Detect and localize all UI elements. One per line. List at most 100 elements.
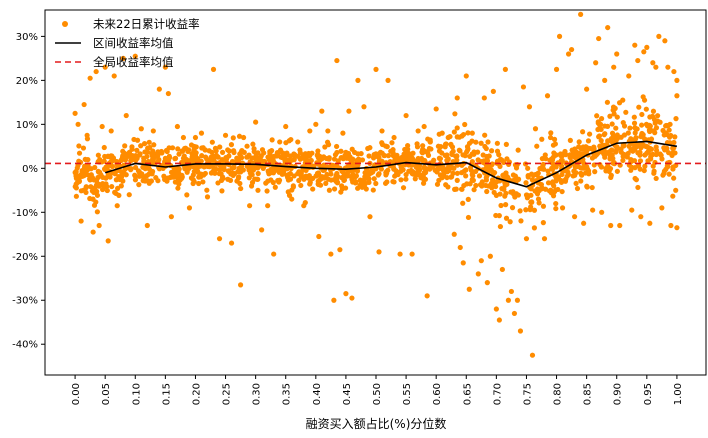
scatter-point [605,24,611,31]
scatter-point [631,114,637,120]
scatter-point [539,185,545,191]
scatter-point [265,203,271,209]
scatter-point [628,167,634,173]
scatter-point [175,185,181,191]
scatter-point [374,153,380,159]
scatter-point [607,113,613,119]
scatter-point [363,174,369,180]
scatter-point [202,147,208,153]
scatter-point [398,164,404,170]
scatter-point [614,132,620,138]
scatter-point [179,172,185,178]
scatter-point [496,213,502,219]
scatter-point [337,247,343,253]
x-tick-label: 0.60 [432,383,443,405]
scatter-point [289,196,295,202]
scatter-point [565,51,572,57]
scatter-point [144,173,150,179]
scatter-point [608,174,614,180]
interval-mean-polyline [104,140,678,188]
scatter-point [463,149,470,155]
scatter-point [551,136,558,142]
scatter-point [331,186,338,192]
scatter-point [548,188,554,195]
scatter-point [153,175,159,181]
scatter-point [306,158,312,164]
scatter-point [529,352,536,358]
scatter-point [271,251,277,257]
scatter-point [76,175,82,181]
scatter-point [81,101,87,108]
scatter-point [475,157,481,163]
scatter-point [228,142,235,148]
scatter-point [597,121,604,127]
scatter-point [136,169,142,175]
scatter-point [453,186,459,192]
y-tick-label: 20% [16,76,38,87]
scatter-point [589,184,595,191]
scatter-point [172,170,178,177]
scatter-point [101,144,107,151]
x-tick-label: 0.85 [583,383,594,405]
scatter-point [132,177,139,183]
scatter-point [91,202,98,208]
scatter-point [334,143,340,150]
scatter-point [584,166,591,172]
legend-label: 全局收益率均值 [93,55,174,69]
scatter-point [296,177,302,184]
scatter-point [534,143,540,149]
scatter-point [621,132,628,138]
scatter-point [367,214,373,220]
scatter-point [376,171,382,177]
scatter-point [607,152,613,159]
scatter-point [532,126,539,132]
scatter-point [514,297,521,303]
scatter-point [355,77,361,83]
scatter-point [653,175,659,182]
scatter-point [290,184,296,190]
scatter-point [623,109,629,115]
x-tick-label: 0.20 [191,383,202,405]
scatter-point [449,151,455,158]
scatter-point [556,33,563,39]
scatter-point [334,57,340,64]
scatter-point [671,68,677,75]
scatter-point [389,140,395,146]
scatter-point [277,139,283,145]
scatter-point [110,155,117,161]
scatter-point [613,148,619,154]
scatter-point [572,146,578,152]
y-tick-label: -30% [12,296,38,307]
scatter-point [620,119,626,126]
scatter-point [465,130,471,136]
scatter-point [531,225,537,231]
scatter-point [255,170,261,177]
x-tick-label: 0.45 [342,383,353,405]
scatter-point [340,175,346,181]
interval-mean-line [104,140,678,188]
scatter-point [334,149,340,156]
scatter-point [222,132,229,138]
scatter-point [545,168,551,174]
scatter-point [180,134,187,141]
scatter-point [76,158,82,164]
scatter-point [504,173,510,180]
scatter-point [598,116,605,122]
scatter-point [662,38,668,44]
scatter-point [219,149,226,155]
scatter-point [150,128,156,134]
scatter-point [146,139,152,145]
scatter-point [384,179,390,185]
scatter-point [141,141,148,147]
scatter-point [75,121,81,127]
scatter-point [567,152,573,158]
scatter-point [99,186,106,193]
scatter-point [147,144,153,151]
scatter-point [598,137,604,144]
scatter-point [576,150,582,157]
scatter-point [190,180,196,187]
scatter-point [550,193,557,199]
scatter-point [225,147,231,153]
scatter-point [550,142,557,148]
